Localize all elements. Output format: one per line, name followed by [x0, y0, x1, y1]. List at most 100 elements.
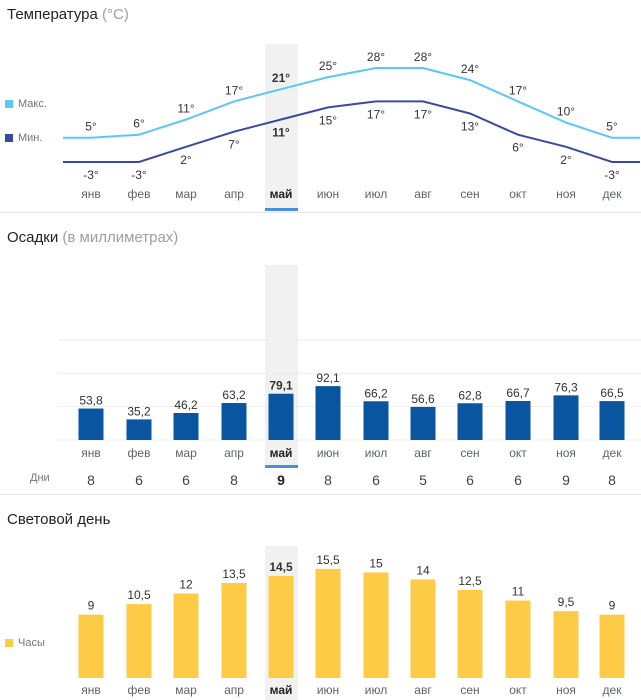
- selected-month-underline-precip: [265, 465, 298, 468]
- rain-days-value: 8: [87, 472, 95, 488]
- precipitation-value-label: 35,2: [127, 404, 151, 418]
- daylight-bar: [410, 579, 436, 678]
- precipitation-title: Осадки (в миллиметрах): [7, 229, 179, 246]
- daylight-bar: [221, 582, 247, 678]
- temperature-chart: 5° 6° 11° 17° 21° 25° 28° 28° 24° 17° 10° 5° -3° -3° 2…: [63, 50, 640, 182]
- min-temperature-label: 6°: [512, 141, 524, 155]
- month-axis-temperature: янв фев мар апр май июн июл авг сен окт ноя дек: [0, 187, 641, 203]
- precipitation-chart: 53,8 35,2 46,2 63,2 79,1 92,1 66,2 56,6 62,8 66,7…: [58, 339, 641, 441]
- precipitation-bar: [126, 419, 152, 440]
- days-label: Дни: [30, 472, 50, 484]
- precipitation-value-label: 63,2: [222, 388, 246, 402]
- precipitation-value-label: 66,5: [600, 386, 624, 400]
- precipitation-bar: [268, 393, 294, 440]
- month-tick-label: июн: [316, 446, 340, 460]
- daylight-value-label: 11: [512, 585, 525, 599]
- max-temperature-label: 5°: [606, 120, 618, 134]
- min-temperature-label: 17°: [367, 107, 385, 121]
- legend-daylight: Часы: [5, 637, 45, 649]
- max-temperature-label: 17°: [225, 83, 243, 97]
- month-tick-label: сен: [460, 446, 480, 460]
- precipitation-bar: [78, 408, 104, 440]
- min-temperature-label: 15°: [319, 113, 337, 127]
- daylight-value-label: 12: [179, 578, 193, 592]
- rain-days-value: 8: [324, 472, 332, 488]
- daylight-bar: [78, 614, 104, 678]
- month-tick-label: дек: [602, 187, 622, 201]
- month-tick-label: дек: [602, 683, 622, 697]
- daylight-bar: [553, 611, 579, 678]
- precipitation-value-label: 46,2: [174, 398, 198, 412]
- month-tick-label: янв: [81, 683, 101, 697]
- rain-days-value: 6: [135, 472, 143, 488]
- month-tick-label: апр: [224, 446, 244, 460]
- daylight-value-label: 9,5: [558, 595, 575, 609]
- max-temperature-label: 10°: [557, 105, 575, 119]
- month-tick-label: мар: [175, 683, 197, 697]
- month-tick-label: мар: [175, 446, 197, 460]
- min-temperature-label: -3°: [604, 168, 620, 182]
- max-temperature-label: 25°: [319, 59, 337, 73]
- month-tick-label: июл: [364, 446, 388, 460]
- month-tick-label: окт: [509, 187, 527, 201]
- daylight-bar: [315, 568, 341, 678]
- precipitation-bar: [410, 406, 436, 440]
- min-temperature-label: 13°: [461, 119, 479, 133]
- daylight-bar: [505, 600, 531, 678]
- month-tick-label: авг: [414, 187, 432, 201]
- month-tick-label: май: [269, 446, 293, 460]
- daylight-bar: [126, 604, 152, 678]
- precipitation-value-label: 66,7: [506, 386, 530, 400]
- month-tick-label: сен: [460, 187, 480, 201]
- legend-daylight-swatch: [5, 639, 13, 647]
- precipitation-bar: [553, 395, 579, 440]
- precipitation-bar: [599, 401, 625, 440]
- month-tick-label: окт: [509, 446, 527, 460]
- month-tick-label: авг: [414, 683, 432, 697]
- min-temperature-label: 2°: [180, 153, 192, 167]
- month-tick-label: ноя: [556, 446, 576, 460]
- month-tick-label: сен: [460, 683, 480, 697]
- max-temperature-label: 6°: [133, 117, 145, 131]
- precipitation-value-label: 76,3: [554, 380, 578, 394]
- daylight-title: Световой день: [7, 511, 111, 528]
- legend-min: Мин.: [5, 132, 42, 144]
- rain-days-value: 5: [419, 472, 427, 488]
- precipitation-bar: [363, 401, 389, 440]
- rain-days-value: 6: [514, 472, 522, 488]
- precipitation-bar: [173, 412, 199, 440]
- month-tick-label: янв: [81, 187, 101, 201]
- max-temperature-label: 24°: [461, 62, 479, 76]
- min-temperature-label: 17°: [414, 107, 432, 121]
- max-temperature-label: 11°: [177, 102, 194, 116]
- min-temperature-label: -3°: [131, 168, 147, 182]
- month-tick-label: фев: [127, 446, 151, 460]
- divider: [0, 494, 641, 495]
- min-temperature-label: -3°: [83, 168, 99, 182]
- rain-days-value: 6: [372, 472, 380, 488]
- daylight-value-label: 15,5: [316, 553, 340, 567]
- daylight-value-label: 10,5: [127, 588, 151, 602]
- precipitation-bar: [505, 400, 531, 440]
- temperature-title: Температура (°C): [7, 6, 129, 23]
- daylight-bar: [599, 614, 625, 678]
- rain-days-row: 8 6 6 8 9 8 6 5 6 6 9 8: [0, 472, 641, 488]
- precipitation-bar: [457, 403, 483, 440]
- daylight-value-label: 9: [88, 599, 95, 613]
- month-axis-precipitation: янв фев мар апр май июн июл авг сен окт ноя дек: [0, 446, 641, 462]
- max-temperature-label: 28°: [414, 50, 432, 64]
- rain-days-value: 8: [230, 472, 238, 488]
- legend-max-swatch: [5, 100, 13, 108]
- divider: [0, 212, 641, 213]
- daylight-value-label: 13,5: [222, 567, 246, 581]
- legend-min-swatch: [5, 134, 13, 142]
- month-tick-label: ноя: [556, 683, 576, 697]
- precipitation-value-label: 92,1: [316, 371, 340, 385]
- month-tick-label: дек: [602, 446, 622, 460]
- precipitation-bar: [221, 403, 247, 440]
- daylight-value-label: 9: [609, 599, 616, 613]
- month-tick-label: май: [269, 683, 293, 697]
- precipitation-value-label: 53,8: [79, 394, 103, 408]
- month-tick-label: июл: [364, 187, 388, 201]
- daylight-value-label: 15: [369, 556, 383, 570]
